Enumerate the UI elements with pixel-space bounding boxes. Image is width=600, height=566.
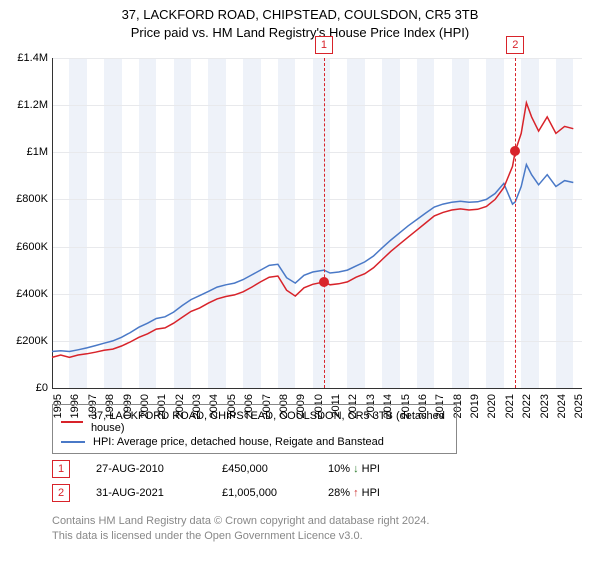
sale-date: 31-AUG-2021 — [96, 487, 196, 499]
y-tick-label: £800K — [16, 193, 48, 205]
x-tick-label: 2023 — [539, 394, 551, 418]
sale-price: £1,005,000 — [222, 487, 302, 499]
y-tick-label: £600K — [16, 241, 48, 253]
sale-marker-2: 2 — [506, 36, 524, 54]
x-tick-label: 2022 — [521, 394, 533, 418]
x-tick-label: 2019 — [469, 394, 481, 418]
legend-item-property: 37, LACKFORD ROAD, CHIPSTEAD, COULSDON, … — [61, 409, 448, 435]
x-tick-label: 2024 — [556, 394, 568, 418]
marker-guideline — [515, 58, 516, 388]
title-address: 37, LACKFORD ROAD, CHIPSTEAD, COULSDON, … — [0, 6, 600, 24]
sale-row-marker: 2 — [52, 484, 70, 502]
sale-row-marker: 1 — [52, 460, 70, 478]
sale-marker-1: 1 — [315, 36, 333, 54]
chart-container: 37, LACKFORD ROAD, CHIPSTEAD, COULSDON, … — [0, 6, 600, 566]
footer-line-1: Contains HM Land Registry data © Crown c… — [52, 514, 429, 529]
sale-date: 27-AUG-2010 — [96, 463, 196, 475]
sale-dot-1 — [319, 277, 329, 287]
plot-area: 1995199619971998199920002001200220032004… — [52, 58, 582, 388]
legend-swatch-hpi — [61, 441, 85, 443]
footer-attribution: Contains HM Land Registry data © Crown c… — [52, 514, 429, 545]
y-tick-label: £1M — [27, 146, 48, 158]
x-axis — [52, 388, 582, 389]
y-tick-label: £1.4M — [17, 52, 48, 64]
sale-row: 2 31-AUG-2021 £1,005,000 28% ↑ HPI — [52, 484, 380, 502]
legend-item-hpi: HPI: Average price, detached house, Reig… — [61, 435, 448, 449]
y-tick-label: £200K — [16, 335, 48, 347]
legend-label-property: 37, LACKFORD ROAD, CHIPSTEAD, COULSDON, … — [91, 410, 448, 434]
legend-swatch-property — [61, 421, 83, 423]
marker-guideline — [324, 58, 325, 388]
legend-label-hpi: HPI: Average price, detached house, Reig… — [93, 436, 384, 448]
y-tick-label: £400K — [16, 288, 48, 300]
x-tick-label: 2021 — [504, 394, 516, 418]
sale-price: £450,000 — [222, 463, 302, 475]
sale-pct: 28% ↑ HPI — [328, 487, 380, 499]
sale-pct: 10% ↓ HPI — [328, 463, 380, 475]
sales-table: 1 27-AUG-2010 £450,000 10% ↓ HPI 2 31-AUG-202… — [52, 454, 380, 508]
y-tick-label: £0 — [36, 382, 48, 394]
y-tick-label: £1.2M — [17, 99, 48, 111]
footer-line-2: This data is licensed under the Open Gov… — [52, 529, 429, 544]
legend: 37, LACKFORD ROAD, CHIPSTEAD, COULSDON, … — [52, 404, 457, 454]
x-tick-label: 2020 — [486, 394, 498, 418]
sale-row: 1 27-AUG-2010 £450,000 10% ↓ HPI — [52, 460, 380, 478]
x-tick-label: 2025 — [573, 394, 585, 418]
line-series-svg — [52, 58, 582, 388]
sale-dot-2 — [510, 146, 520, 156]
